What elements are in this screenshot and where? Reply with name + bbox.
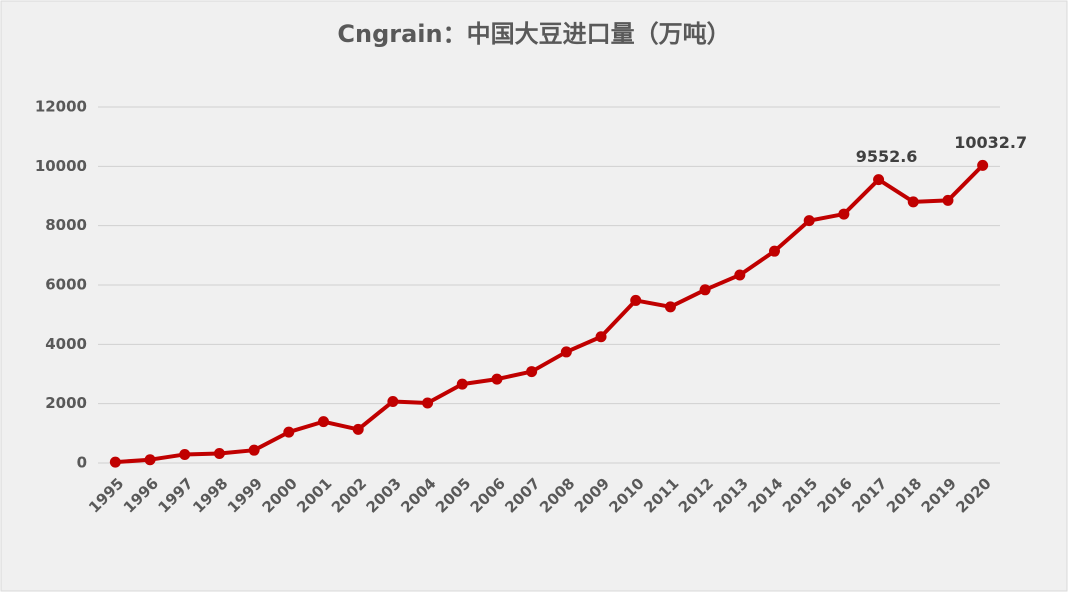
chart-title: Cngrain：中国大豆进口量（万吨）	[337, 20, 730, 48]
point	[630, 294, 642, 306]
y-tick-label: 0	[77, 454, 87, 472]
point	[109, 456, 121, 468]
point	[456, 378, 468, 390]
data-label: 9552.6	[856, 147, 918, 166]
point	[769, 245, 780, 257]
point	[803, 215, 815, 227]
point	[595, 331, 607, 343]
point	[387, 395, 399, 407]
point	[664, 301, 676, 313]
point	[422, 397, 434, 409]
point	[179, 448, 191, 460]
point	[491, 373, 503, 385]
point	[977, 159, 989, 171]
y-tick-label: 10000	[35, 157, 87, 175]
point	[352, 423, 364, 435]
point	[560, 346, 572, 358]
point	[213, 448, 225, 460]
point	[838, 208, 850, 220]
point	[248, 444, 260, 456]
point	[318, 416, 329, 428]
point	[734, 269, 746, 281]
point	[144, 454, 156, 466]
point	[283, 426, 295, 438]
point	[526, 366, 538, 378]
y-tick-label: 6000	[45, 276, 87, 294]
line	[115, 163, 985, 465]
point	[942, 194, 954, 206]
y-tick-label: 8000	[45, 216, 87, 234]
point	[873, 174, 885, 186]
point	[907, 196, 919, 208]
point	[699, 284, 711, 296]
y-tick-label: 2000	[45, 394, 87, 412]
data-label: 10032.7	[954, 133, 1027, 152]
y-tick-label: 12000	[35, 98, 87, 116]
y-tick-label: 4000	[45, 335, 87, 353]
